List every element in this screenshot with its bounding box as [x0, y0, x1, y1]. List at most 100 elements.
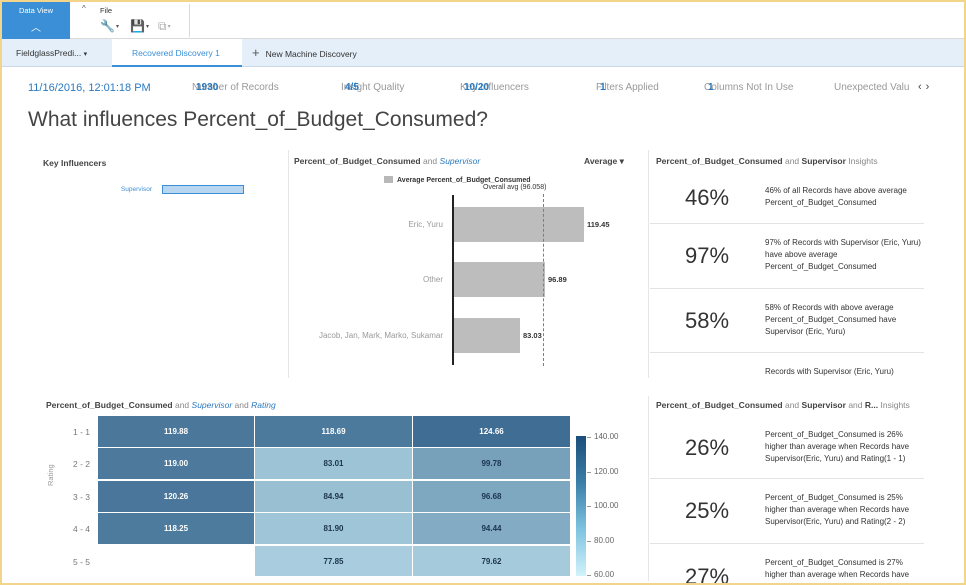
tab-fieldglass-label: FieldglassPredi... — [16, 48, 82, 58]
insight-text: 97% of Records with Supervisor (Eric, Yu… — [765, 238, 921, 271]
heatmap-cell[interactable]: 118.25 — [98, 513, 255, 545]
heatmap-cell[interactable]: 84.94 — [255, 481, 413, 513]
heatmap-cell[interactable]: 77.85 — [255, 546, 413, 577]
heatmap-cell[interactable]: 118.69 — [255, 416, 413, 448]
insight-card[interactable]: 26% Percent_of_Budget_Consumed is 26% hi… — [650, 416, 924, 479]
bar-category-label: Eric, Yuru — [408, 220, 443, 229]
color-scale — [576, 436, 586, 576]
heatmap-cell[interactable]: 120.26 — [98, 481, 255, 513]
heatmap-cell[interactable]: 83.01 — [255, 448, 413, 480]
insight-card[interactable]: 46% 46% of all Records have above averag… — [650, 172, 924, 224]
heatmap-and: and — [174, 400, 190, 410]
insights-bottom-dimension: Supervisor — [801, 400, 846, 410]
tab-fieldglass[interactable]: FieldglassPredi... ▾ — [16, 39, 106, 67]
color-scale-label: 120.00 — [594, 466, 619, 476]
insight-card[interactable]: 27% Percent_of_Budget_Consumed is 27% hi… — [650, 544, 924, 583]
heatmap-row-label: 5 - 5 — [72, 557, 90, 567]
insight-text: Percent_of_Budget_Consumed is 25% higher… — [765, 493, 910, 526]
heatmap-cell[interactable]: 81.90 — [255, 513, 413, 545]
sort-dropdown[interactable]: Average ▾ — [584, 156, 624, 166]
divider — [648, 150, 649, 378]
color-scale-label: 140.00 — [594, 432, 619, 441]
insight-percent: 25% — [684, 498, 730, 523]
heatmap-y-label: Rating — [46, 464, 55, 486]
stats-nav: ‹› — [918, 81, 933, 93]
color-scale-tick — [587, 575, 591, 576]
plus-icon: + — [252, 45, 260, 60]
bar-value-label: 83.03 — [523, 331, 542, 340]
key-influencers-header: Key Influencers — [43, 158, 106, 168]
save-icon[interactable]: 💾▾ — [130, 19, 149, 33]
heatmap-dim1[interactable]: Supervisor — [191, 400, 233, 410]
heatmap-cell[interactable]: 96.68 — [413, 481, 571, 513]
influencer-label[interactable]: Supervisor — [120, 186, 152, 193]
influencer-bar[interactable] — [162, 185, 244, 194]
color-scale-tick — [587, 471, 591, 473]
insight-card[interactable]: 25% Percent_of_Budget_Consumed is 25% hi… — [650, 479, 924, 544]
tab-recovered-discovery[interactable]: Recovered Discovery 1 — [112, 39, 242, 67]
chevron-up-icon[interactable]: ︿ — [31, 23, 41, 34]
insights-bottom-and2: and — [848, 400, 863, 410]
insight-percent: 58% — [684, 308, 730, 333]
divider — [648, 396, 649, 581]
heatmap-dim2[interactable]: Rating — [251, 400, 276, 410]
heatmap-cell[interactable]: 124.66 — [413, 416, 571, 448]
page-title: What influences Percent_of_Budget_Consum… — [28, 108, 488, 131]
heatmap-row-label: 3 - 3 — [72, 492, 90, 502]
timestamp: 11/16/2016, 12:01:18 PM — [28, 82, 151, 94]
stat-filters-label: Filters Applied — [596, 82, 659, 93]
bar-value-label: 119.45 — [587, 220, 610, 229]
bar[interactable] — [454, 207, 584, 242]
bar-chart-header: Percent_of_Budget_Consumed and Superviso… — [294, 156, 480, 166]
color-scale-label: 100.00 — [594, 501, 619, 510]
heatmap-cell[interactable]: 94.44 — [413, 513, 571, 545]
data-view-tab[interactable]: Data View ︿ — [2, 2, 70, 39]
heatmap-row-label: 2 - 2 — [72, 459, 90, 469]
bar-value-label: 96.89 — [548, 275, 567, 284]
insights-header: Percent_of_Budget_Consumed and Superviso… — [656, 156, 878, 166]
heatmap-header: Percent_of_Budget_Consumed and Superviso… — [46, 400, 276, 410]
insights-bottom-and: and — [784, 400, 800, 410]
chevron-left-icon[interactable]: ‹ — [918, 81, 926, 93]
insight-card[interactable]: 58% 58% of Records with above average Pe… — [650, 289, 924, 353]
insight-percent: 26% — [684, 435, 730, 460]
copy-icon[interactable]: ⧉▾ — [158, 19, 171, 33]
insights-bottom-header: Percent_of_Budget_Consumed and Superviso… — [656, 400, 910, 410]
key-influencers-title: Key Influencers — [43, 158, 107, 168]
heatmap-cell[interactable]: 79.62 — [413, 546, 571, 577]
heatmap-row-label: 4 - 4 — [72, 524, 90, 534]
heatmap-measure: Percent_of_Budget_Consumed — [46, 400, 173, 410]
stat-records-label: Number of Records — [192, 82, 279, 93]
heatmap-cell[interactable]: 119.00 — [98, 448, 255, 480]
chevron-right-icon[interactable]: › — [925, 81, 934, 93]
insight-text: Records with Supervisor (Eric, Yuru) — [765, 367, 894, 376]
color-scale-tick — [587, 540, 591, 542]
bar-axis — [452, 195, 454, 365]
insight-card[interactable]: 97% 97% of Records with Supervisor (Eric… — [650, 224, 924, 289]
insight-percent: 27% — [684, 564, 730, 583]
insights-bottom-measure: Percent_of_Budget_Consumed — [656, 400, 783, 410]
insight-card[interactable]: Records with Supervisor (Eric, Yuru) — [650, 353, 924, 380]
stat-influencers-label: Key Influencers — [460, 82, 529, 93]
color-scale-label: 60.00 — [594, 570, 615, 579]
bar[interactable] — [454, 262, 545, 297]
stat-unexpected[interactable]: Unexpected Valu — [834, 82, 910, 93]
insight-text: Percent_of_Budget_Consumed is 26% higher… — [765, 430, 910, 463]
chevron-down-icon[interactable]: ▾ — [83, 51, 88, 58]
file-label: File — [100, 6, 113, 15]
bar-dimension[interactable]: Supervisor — [439, 156, 481, 166]
heatmap-cell[interactable]: 99.78 — [413, 448, 571, 480]
average-reference-line — [543, 194, 544, 366]
bar-and: and — [422, 156, 438, 166]
heatmap-row-label: 1 - 1 — [72, 427, 90, 437]
stat-columns-value: 1 — [708, 82, 714, 93]
heatmap-cell[interactable]: 119.88 — [98, 416, 255, 448]
collapse-icon[interactable]: ^ — [82, 4, 86, 13]
overall-average-label: Overall avg (96.058) — [483, 184, 547, 191]
wrench-icon[interactable]: 🔧▾ — [100, 19, 119, 33]
ribbon-toolbar: Data View ︿ ^ File 🔧▾ 💾▾ ⧉▾ — [2, 2, 964, 39]
bar[interactable] — [454, 318, 520, 353]
stat-quality-value: 4/5 — [345, 82, 359, 93]
new-discovery-tab[interactable]: + New Machine Discovery — [252, 39, 382, 67]
insights-measure: Percent_of_Budget_Consumed — [656, 156, 783, 166]
